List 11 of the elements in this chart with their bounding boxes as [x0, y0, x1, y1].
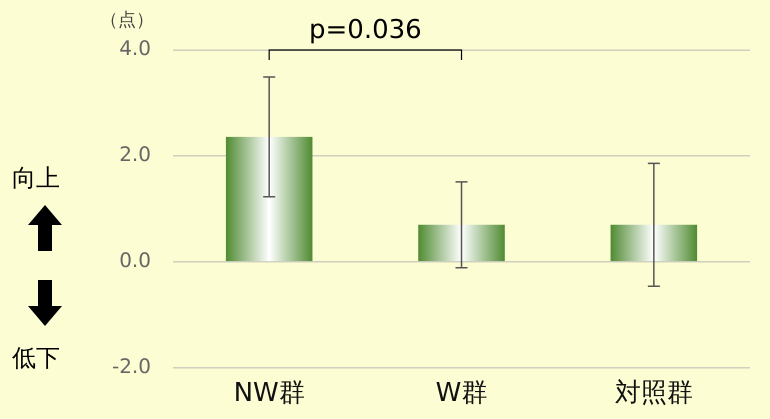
- text: 低下: [12, 343, 60, 374]
- y-tick-label: 0.0: [119, 248, 152, 272]
- x-tick-label: NW群: [234, 378, 305, 408]
- x-tick-label: 対照群: [614, 378, 693, 408]
- y-tick-label: 2.0: [119, 142, 152, 166]
- text: p=0.036: [308, 14, 422, 45]
- x-tick-label: W群: [436, 378, 488, 408]
- text: 向上: [12, 163, 60, 194]
- y-tick-label: 4.0: [119, 36, 152, 60]
- y-tick-label: -2.0: [112, 354, 152, 378]
- y-axis-title: （点）: [100, 10, 154, 31]
